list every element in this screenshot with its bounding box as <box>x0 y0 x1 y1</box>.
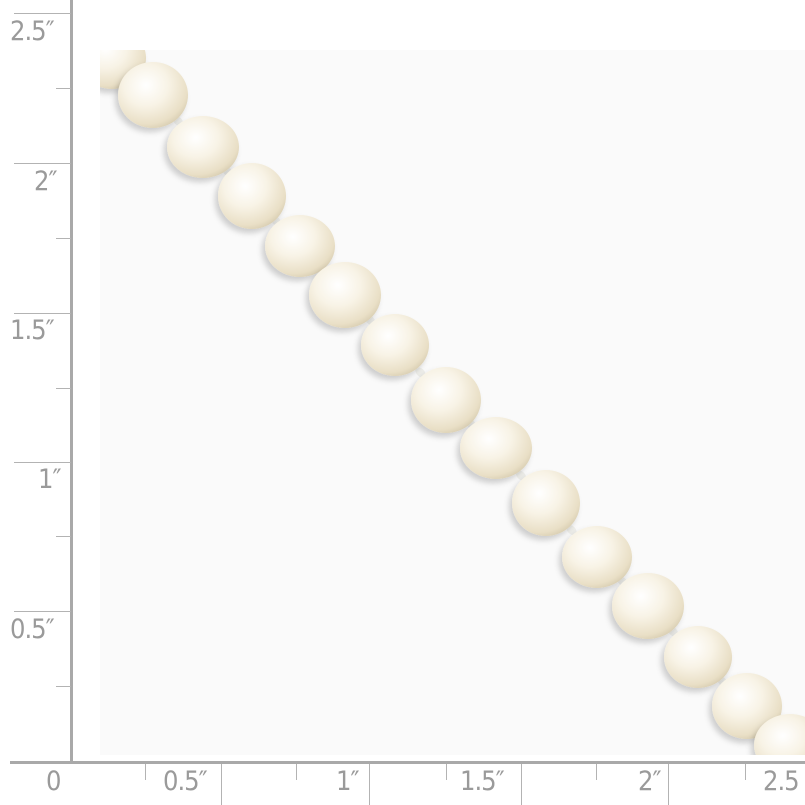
ruler-label-h-0: 0 <box>46 766 61 797</box>
ruler-major-tick <box>521 764 522 805</box>
pearl-knot <box>415 367 426 378</box>
ruler-major-tick <box>369 764 370 805</box>
ruler-minor-tick <box>596 764 597 780</box>
pearl <box>361 314 429 376</box>
pearl <box>309 262 381 328</box>
ruler-major-tick <box>668 764 669 805</box>
pearl-knot <box>515 470 527 481</box>
pearl-knot <box>566 524 577 536</box>
ruler-label-h-1.5: 1.5″ <box>460 766 505 797</box>
vertical-ruler-line <box>70 0 73 764</box>
pearl <box>754 714 805 755</box>
ruler-minor-tick <box>56 388 71 389</box>
horizontal-ruler-line <box>10 761 805 764</box>
ruler-label-v-2: 2″ <box>34 166 58 197</box>
ruler-minor-tick <box>446 764 447 780</box>
ruler-label-h-1: 1″ <box>336 766 360 797</box>
ruler-minor-tick <box>56 88 71 89</box>
pearl <box>664 626 732 688</box>
ruler-minor-tick <box>745 764 746 780</box>
ruler-major-tick <box>14 163 71 164</box>
pearl <box>118 62 188 128</box>
pearl <box>411 367 481 433</box>
ruler-minor-tick <box>56 536 71 537</box>
pearl <box>265 215 335 277</box>
ruler-label-h-2.5: 2.5 <box>763 766 800 797</box>
ruler-major-tick <box>221 764 222 805</box>
ruler-major-tick <box>14 313 71 314</box>
ruler-minor-tick <box>56 238 71 239</box>
pearl <box>712 673 782 739</box>
ruler-minor-tick <box>296 764 297 780</box>
pearl <box>512 470 580 536</box>
ruler-major-tick <box>14 611 71 612</box>
ruler-label-h-2: 2″ <box>638 766 662 797</box>
ruler-label-v-2.5: 2.5″ <box>10 16 55 47</box>
ruler-label-h-0.5: 0.5″ <box>163 766 208 797</box>
ruler-label-v-1: 1″ <box>38 464 62 495</box>
ruler-label-v-0.5: 0.5″ <box>10 614 55 645</box>
pearl <box>460 417 532 479</box>
pearl <box>167 116 239 178</box>
pearl <box>218 163 286 229</box>
ruler-major-tick <box>14 462 71 463</box>
pearl <box>562 526 632 588</box>
ruler-label-v-1.5: 1.5″ <box>10 315 55 346</box>
pearl <box>612 573 684 639</box>
ruler-minor-tick <box>145 764 146 780</box>
ruler-minor-tick <box>56 686 71 687</box>
ruler-major-tick <box>14 13 71 14</box>
